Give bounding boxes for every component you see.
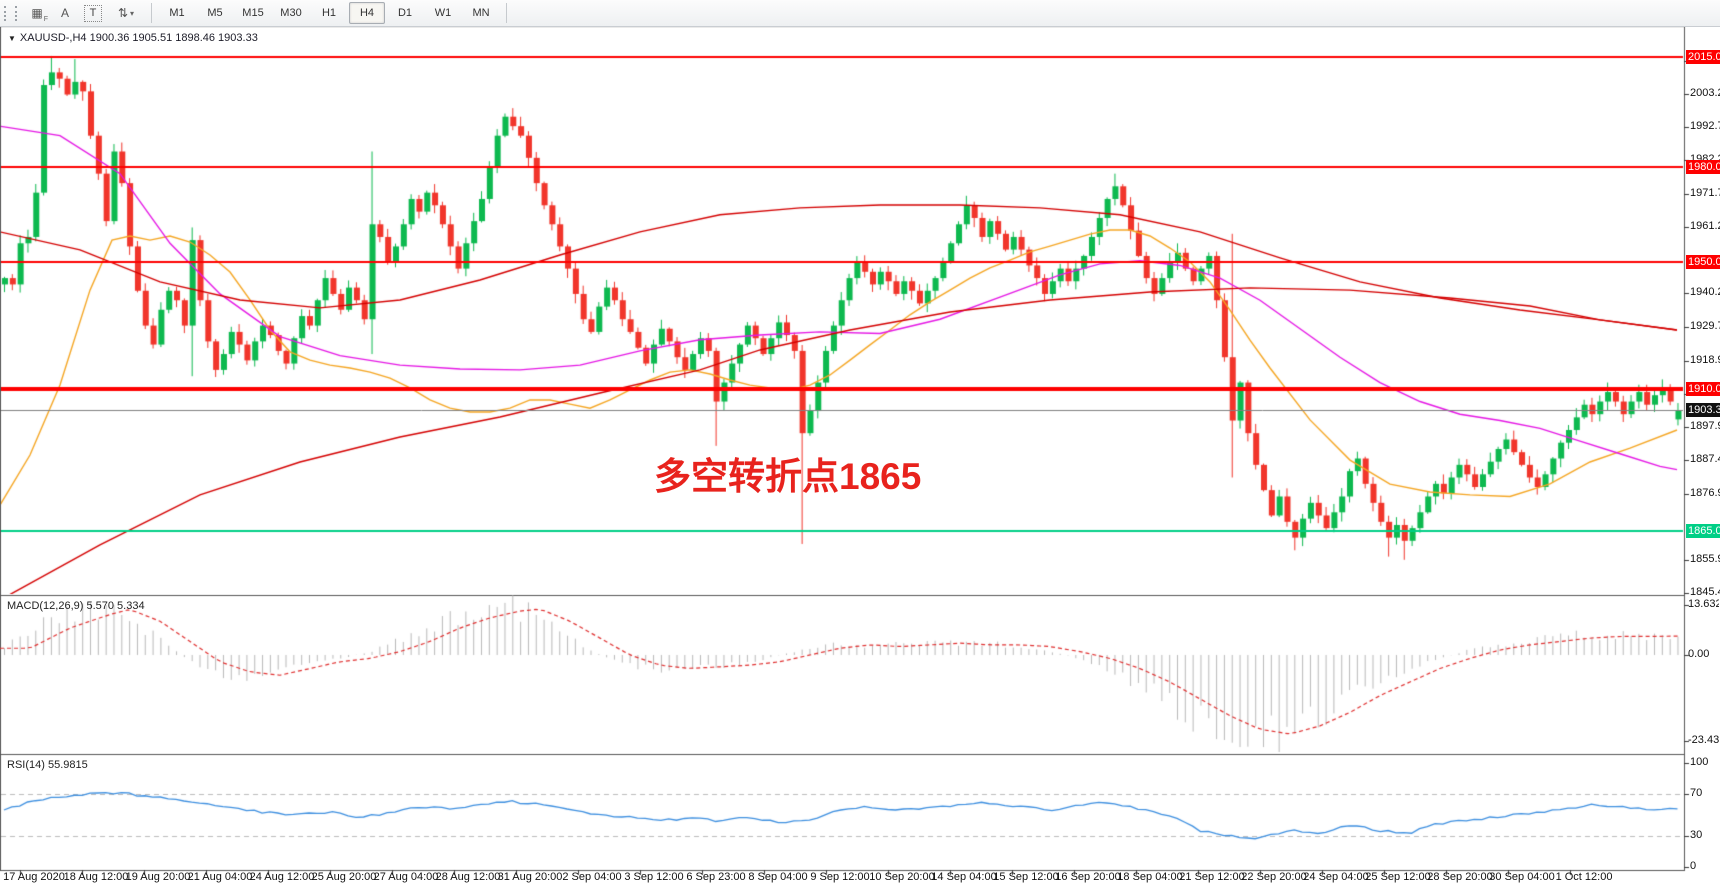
time-axis-label: 21 Sep 12:00 [1179, 871, 1245, 883]
line-studies-icon[interactable]: ⇅ ▾ [108, 2, 144, 24]
macd-axis-tick: 13.632 [1688, 598, 1719, 610]
price-axis-tick: 2003.20 [1690, 87, 1720, 99]
time-axis-label: 15 Sep 12:00 [993, 871, 1059, 883]
time-axis-label: 1 Oct 12:00 [1555, 871, 1613, 883]
grid-icon: ▦ [31, 6, 43, 20]
price-axis-tick: 1961.20 [1690, 220, 1720, 232]
chart-window: ▼ XAUUSD-,H4 1900.36 1905.51 1898.46 1903… [0, 26, 1720, 895]
toolbar-separator [151, 3, 152, 23]
cursor-icon: A [60, 6, 69, 20]
rsi-axis-tick: 0 [1690, 860, 1697, 872]
hline-price-label: 1910.00 [1686, 382, 1720, 396]
tf-button-mn[interactable]: MN [472, 7, 490, 19]
symbol-dropdown-icon[interactable]: ▼ [8, 34, 16, 43]
tf-button-h4[interactable]: H4 [349, 2, 385, 24]
price-axis-tick: 1887.40 [1690, 453, 1720, 465]
timeframe-bar: M1 M5 M15 M30 H1 H4 D1 W1 MN [158, 2, 500, 24]
macd-axis-tick: 0.00 [1688, 648, 1710, 660]
time-axis-label: 28 Aug 12:00 [435, 871, 501, 883]
price-axis-tick: 1876.90 [1690, 487, 1720, 499]
price-axis-tick: 1940.20 [1690, 286, 1720, 298]
time-axis-label: 24 Sep 04:00 [1303, 871, 1369, 883]
tf-button-m5[interactable]: M5 [207, 7, 223, 19]
rsi-axis-tick: 70 [1690, 787, 1703, 799]
time-axis-label: 25 Aug 20:00 [311, 871, 377, 883]
time-axis-label: 17 Aug 2020 [3, 871, 65, 883]
chevron-down-icon: ▾ [130, 8, 135, 18]
time-axis-label: 14 Sep 04:00 [931, 871, 997, 883]
time-axis-label: 3 Sep 12:00 [624, 871, 684, 883]
time-axis-label: 19 Aug 20:00 [125, 871, 191, 883]
time-axis-label: 16 Sep 20:00 [1055, 871, 1121, 883]
toolbar-grip[interactable] [4, 5, 17, 21]
indicator-grid-icon[interactable]: ▦ F [24, 2, 50, 24]
rsi-axis-tick: 30 [1690, 829, 1703, 841]
tf-button-d1[interactable]: D1 [397, 7, 413, 19]
cursor-tool-icon[interactable]: A [52, 2, 78, 24]
time-axis-label: 18 Aug 12:00 [63, 871, 129, 883]
text-tool-icon[interactable]: T [80, 2, 106, 24]
macd-indicator-label: MACD(12,26,9) 5.570 5.334 [7, 600, 145, 612]
tf-button-m1[interactable]: M1 [169, 7, 185, 19]
chart-title: ▼ XAUUSD-,H4 1900.36 1905.51 1898.46 1903… [8, 32, 258, 44]
hline-price-label: 1950.00 [1686, 255, 1720, 269]
hline-price-label: 1980.00 [1686, 160, 1720, 174]
time-axis-label: 6 Sep 23:00 [686, 871, 746, 883]
time-axis-label: 21 Aug 04:00 [187, 871, 253, 883]
symbol-ohlc-text: XAUUSD-,H4 1900.36 1905.51 1898.46 1903.… [19, 32, 258, 44]
price-axis-tick: 1992.70 [1690, 120, 1720, 132]
time-axis-label: 24 Aug 12:00 [249, 871, 315, 883]
toolbar: ▦ F A T ⇅ ▾ M1 M5 M15 M30 H1 H4 D1 W1 MN [0, 0, 1720, 27]
price-axis-tick: 1855.90 [1690, 553, 1720, 565]
time-axis-label: 30 Sep 04:00 [1489, 871, 1555, 883]
price-axis-tick: 1845.40 [1690, 586, 1720, 598]
price-axis-tick: 1897.90 [1690, 420, 1720, 432]
time-axis-label: 2 Sep 04:00 [562, 871, 622, 883]
hline-price-label: 2015.00 [1686, 50, 1720, 64]
chart-annotation-text: 多空转折点1865 [654, 456, 922, 497]
toolbar-separator-2 [506, 3, 507, 23]
macd-axis-tick: -23.435 [1688, 734, 1719, 746]
rsi-axis-tick: 100 [1690, 756, 1709, 768]
time-axis-label: 27 Aug 04:00 [373, 871, 439, 883]
price-axis-tick: 1971.70 [1690, 187, 1720, 199]
time-axis-label: 31 Aug 20:00 [497, 871, 563, 883]
price-axis-tick: 1918.90 [1690, 354, 1720, 366]
time-axis-label: 8 Sep 04:00 [748, 871, 808, 883]
time-axis-label: 10 Sep 20:00 [869, 871, 935, 883]
rsi-indicator-label: RSI(14) 55.9815 [7, 759, 88, 771]
time-axis-label: 22 Sep 20:00 [1241, 871, 1307, 883]
time-axis-label: 25 Sep 12:00 [1365, 871, 1431, 883]
price-chart-canvas[interactable] [0, 26, 1720, 895]
price-axis-tick: 1929.70 [1690, 320, 1720, 332]
tf-button-m30[interactable]: M30 [280, 7, 302, 19]
arrows-icon: ⇅ [117, 6, 129, 20]
time-axis-label: 9 Sep 12:00 [810, 871, 870, 883]
tf-button-w1[interactable]: W1 [434, 7, 452, 19]
hline-price-label: 1865.00 [1686, 524, 1720, 538]
tf-button-h1[interactable]: H1 [321, 7, 337, 19]
text-icon: T [84, 4, 102, 22]
time-axis-label: 18 Sep 04:00 [1117, 871, 1183, 883]
tf-button-m15[interactable]: M15 [242, 7, 264, 19]
grid-icon-sub: F [43, 16, 48, 23]
time-axis-label: 28 Sep 20:00 [1427, 871, 1493, 883]
current-price-label: 1903.33 [1686, 403, 1720, 417]
